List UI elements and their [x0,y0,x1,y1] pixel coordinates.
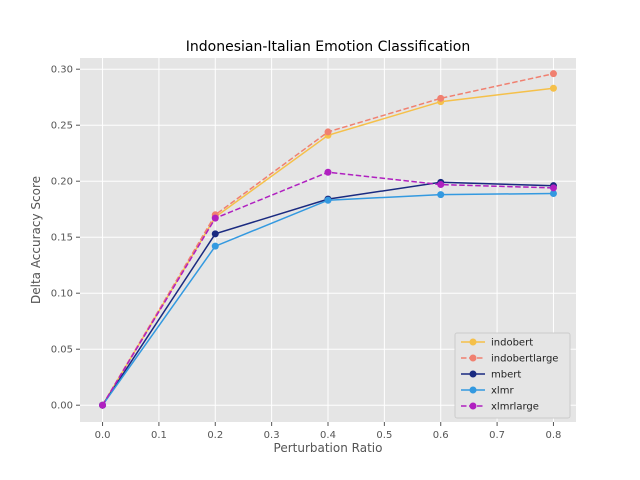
legend: indobert indobertlarge mbert xlmr xlmrlarge [454,332,571,419]
y-axis-label: Delta Accuracy Score [29,176,43,304]
y-tick-label: 0.05 [51,345,73,356]
data-point-xlmrlarge [324,168,332,176]
x-tick-label: 0.3 [264,430,280,441]
data-point-indobertlarge [324,128,332,136]
legend-entry-xlmrlarge: xlmrlarge [491,402,539,413]
data-point-xlmr [211,242,219,250]
legend-entry-indobertlarge: indobertlarge [491,354,558,365]
legend-swatch-marker [469,370,477,378]
x-tick-label: 0.7 [489,430,505,441]
legend-box [454,332,571,419]
x-ticks: 0.0 0.1 0.2 0.3 0.4 0.5 0.6 0.7 0.8 [95,422,562,441]
data-point-xlmr [324,196,332,204]
data-point-xlmrlarge [437,181,445,189]
legend-swatch-marker [469,386,477,394]
x-tick-label: 0.4 [320,430,336,441]
y-tick-label: 0.15 [51,233,73,244]
y-tick-label: 0.25 [51,121,73,132]
legend-swatch-marker [469,338,477,346]
y-ticks: 0.00 0.05 0.10 0.15 0.20 0.25 0.30 [51,65,80,412]
data-point-xlmr [549,190,557,198]
x-tick-label: 0.1 [151,430,167,441]
x-axis-label: Perturbation Ratio [274,441,383,455]
legend-swatch-marker [469,354,477,362]
data-point-xlmrlarge [99,401,107,409]
x-tick-label: 0.8 [546,430,562,441]
data-point-xlmrlarge [211,214,219,222]
data-point-xlmr [437,191,445,199]
series-group [99,70,557,409]
y-tick-label: 0.10 [51,289,73,300]
x-tick-label: 0.6 [433,430,449,441]
y-tick-label: 0.20 [51,177,73,188]
y-tick-label: 0.00 [51,401,73,412]
y-tick-label: 0.30 [51,65,73,76]
series-xlmrlarge [99,168,557,409]
legend-entry-mbert: mbert [491,370,521,381]
x-tick-label: 0.0 [95,430,111,441]
data-point-indobertlarge [549,70,557,78]
data-point-mbert [211,230,219,238]
x-tick-label: 0.2 [207,430,223,441]
chart-title: Indonesian-Italian Emotion Classificatio… [186,39,470,55]
legend-entry-xlmr: xlmr [491,386,514,397]
x-tick-label: 0.5 [376,430,392,441]
data-point-indobertlarge [437,94,445,102]
data-point-indobert [549,84,557,92]
legend-entry-indobert: indobert [491,338,533,349]
legend-swatch-marker [469,402,477,410]
data-point-xlmrlarge [549,184,557,192]
